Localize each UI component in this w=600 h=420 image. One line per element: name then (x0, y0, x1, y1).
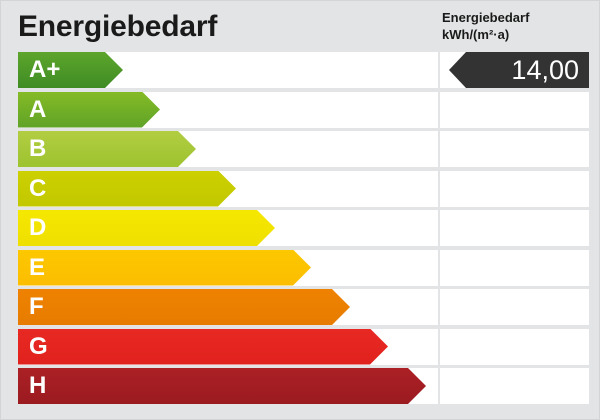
band-label: H (29, 372, 47, 399)
band-C: C (18, 170, 236, 207)
page-title: Energiebedarf (18, 10, 218, 43)
row-cell-value (440, 91, 589, 128)
row-cell-value (440, 368, 589, 404)
rating-row-D: D (18, 210, 589, 246)
band-label: G (29, 332, 48, 360)
value-arrow: 14,00 (449, 52, 589, 88)
band-label: E (29, 253, 46, 281)
band-G: G (18, 328, 388, 365)
unit-header-line2: kWh/(m²·a) (442, 27, 510, 42)
rating-scale: A+ 14,00 A B C D E F G H (18, 52, 589, 407)
unit-header-line1: Energiebedarf (442, 10, 530, 25)
rating-row-G: G (18, 328, 589, 365)
rating-row-C: C (18, 170, 589, 207)
band-label: C (29, 174, 47, 202)
row-cell-value (440, 249, 589, 286)
rating-row-Aplus: A+ 14,00 (18, 52, 589, 88)
band-H: H (18, 368, 426, 404)
row-cell-value (440, 210, 589, 246)
unit-header: Energiebedarf kWh/(m²·a) (442, 9, 592, 43)
row-cell-value (440, 328, 589, 365)
rating-row-F: F (18, 289, 589, 325)
band-D: D (18, 210, 275, 246)
band-label: B (29, 135, 47, 162)
row-cell-value (440, 131, 589, 167)
band-A: A (18, 91, 160, 128)
rating-row-A: A (18, 91, 589, 128)
band-label: D (29, 214, 47, 241)
band-label: A+ (29, 56, 61, 83)
band-F: F (18, 289, 350, 325)
band-Aplus: A+ (18, 52, 123, 88)
band-label: F (29, 293, 44, 320)
row-cell-value (440, 170, 589, 207)
rating-row-B: B (18, 131, 589, 167)
band-B: B (18, 131, 196, 167)
rating-row-H: H (18, 368, 589, 404)
rating-row-E: E (18, 249, 589, 286)
row-cell-value (440, 289, 589, 325)
band-E: E (18, 249, 311, 286)
band-label: A (29, 95, 47, 123)
